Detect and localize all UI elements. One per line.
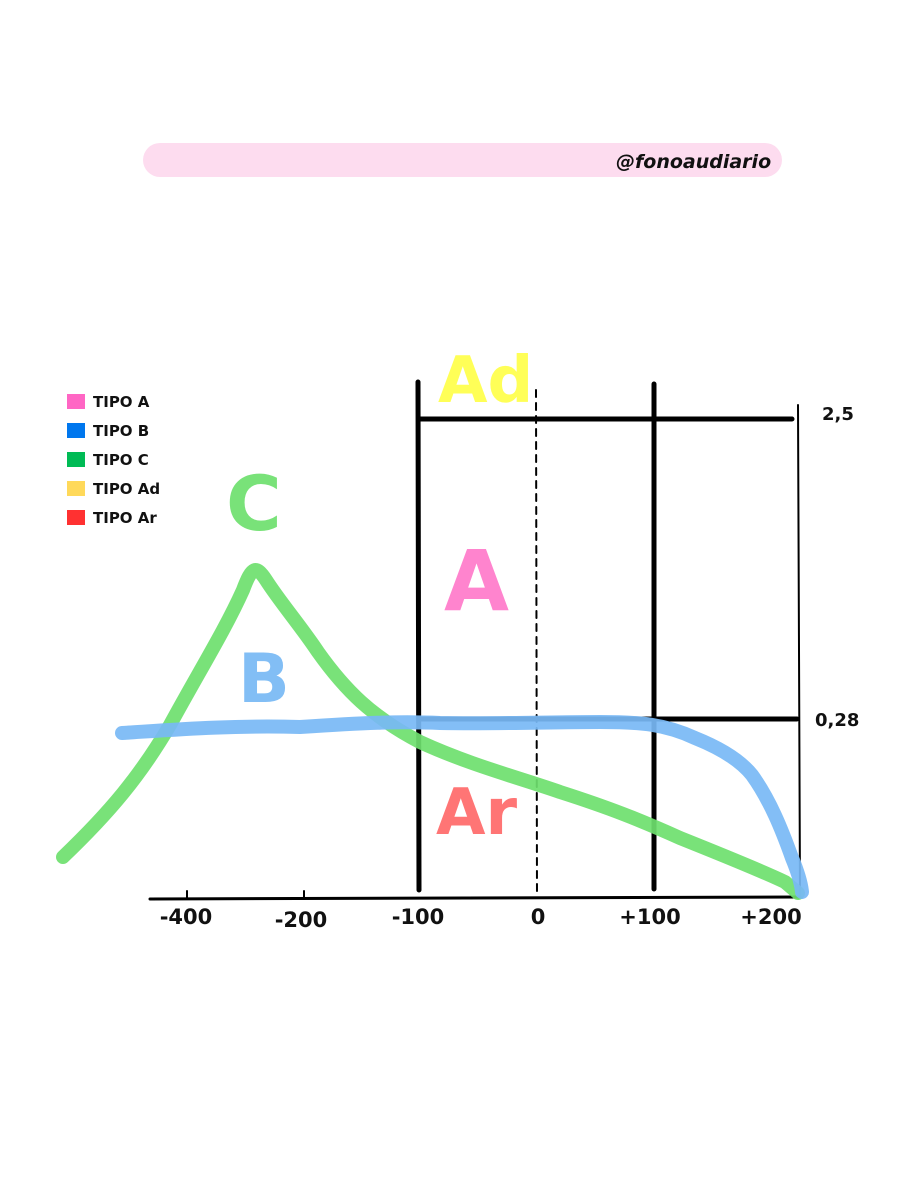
region-label-ar: Ar bbox=[436, 776, 518, 850]
legend-swatch-tipo-b bbox=[67, 423, 85, 438]
legend-item-tipo-ad: TIPO Ad bbox=[67, 480, 160, 498]
right-scale-line bbox=[797, 404, 801, 896]
tick-label-zero: 0 bbox=[531, 905, 546, 929]
legend-item-tipo-a: TIPO A bbox=[67, 393, 150, 411]
vertical-dashed-zero bbox=[535, 389, 538, 897]
legend-item-tipo-b: TIPO B bbox=[67, 422, 149, 440]
legend-label-tipo-c: TIPO C bbox=[93, 451, 149, 469]
vertical-line-minus-100 bbox=[415, 379, 422, 893]
curve-label-c: C bbox=[226, 459, 282, 548]
tick-label-plus-100: +100 bbox=[619, 905, 680, 929]
legend-swatch-tipo-ad bbox=[67, 481, 85, 496]
grid-frame bbox=[148, 379, 802, 901]
tick-label-plus-200: +200 bbox=[740, 905, 801, 929]
banner-handle: @fonoaudiario bbox=[616, 151, 771, 173]
tick-label-minus-400: -400 bbox=[160, 905, 213, 929]
legend-label-tipo-ar: TIPO Ar bbox=[93, 509, 157, 527]
legend-item-tipo-c: TIPO C bbox=[67, 451, 149, 469]
compliance-label-upper: 2,5 bbox=[822, 404, 854, 425]
header-banner: @fonoaudiario bbox=[143, 143, 782, 177]
legend-label-tipo-a: TIPO A bbox=[93, 393, 150, 411]
curve-tipo-c bbox=[56, 563, 805, 900]
banner-background bbox=[143, 143, 782, 177]
legend-swatch-tipo-ar bbox=[67, 510, 85, 525]
curve-tipo-b bbox=[115, 715, 809, 899]
x-axis-line bbox=[148, 895, 802, 901]
curve-label-b: B bbox=[238, 640, 290, 719]
tick-label-minus-200: -200 bbox=[275, 908, 328, 932]
legend-swatch-tipo-a bbox=[67, 394, 85, 409]
legend-label-tipo-b: TIPO B bbox=[93, 422, 149, 440]
legend-label-tipo-ad: TIPO Ad bbox=[93, 480, 160, 498]
region-label-a: A bbox=[444, 532, 509, 630]
legend-swatch-tipo-c bbox=[67, 452, 85, 467]
tick-label-minus-100: -100 bbox=[392, 905, 445, 929]
region-label-ad: Ad bbox=[438, 344, 533, 418]
legend: TIPO A TIPO B TIPO C TIPO Ad TIPO Ar bbox=[67, 393, 160, 527]
legend-item-tipo-ar: TIPO Ar bbox=[67, 509, 157, 527]
compliance-label-lower: 0,28 bbox=[815, 710, 859, 731]
x-axis-ticks: -400 -200 -100 0 +100 +200 bbox=[160, 905, 802, 932]
